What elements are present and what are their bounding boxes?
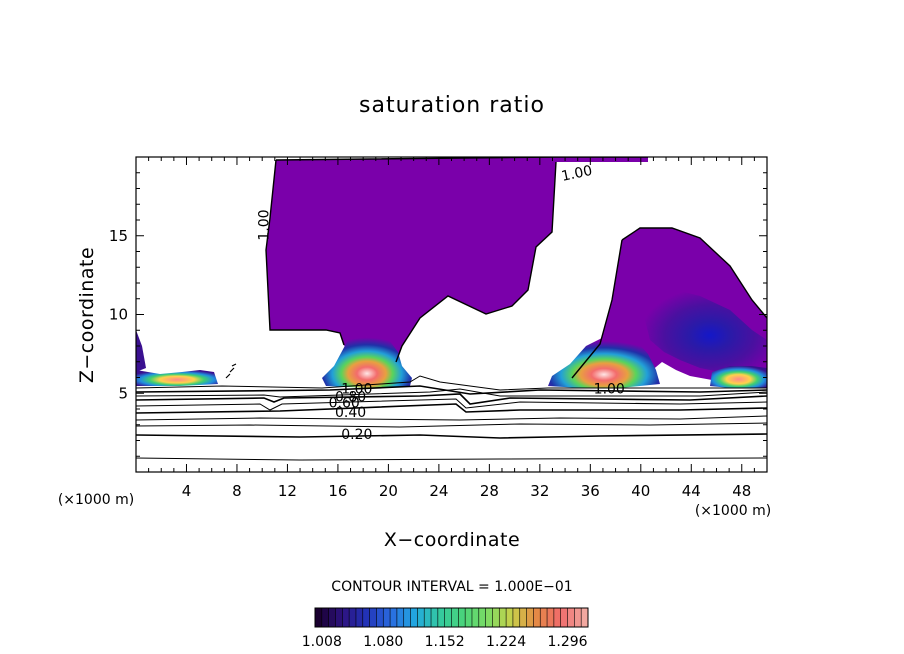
colorbar-cell (383, 608, 391, 627)
colorbar-cell (553, 608, 561, 627)
colorbar-cell (478, 608, 486, 627)
x-tick-label: 44 (682, 482, 701, 500)
contour-label: 1.00 (560, 163, 594, 185)
x-tick-label: 20 (379, 482, 398, 500)
colorbar-cell (437, 608, 445, 627)
y-tick-label: 10 (109, 306, 128, 324)
y-axis-tick-labels: 5 10 15 (109, 227, 128, 403)
x-tick-label: 8 (232, 482, 242, 500)
shaded-regions (136, 157, 767, 461)
region-left-blob (136, 370, 218, 386)
colorbar: 1.008 1.080 1.152 1.224 1.296 (302, 607, 589, 650)
colorbar-tick-label: 1.296 (547, 634, 587, 650)
colorbar-cell (431, 608, 439, 627)
x-tick-label: 24 (429, 482, 448, 500)
colorbar-cell (376, 608, 384, 627)
region-rc-blob (548, 334, 660, 388)
region-upper-purple (266, 157, 648, 362)
colorbar-cell (355, 608, 364, 627)
x-axis-unit: (×1000 m) (695, 503, 771, 519)
colorbar-cell (321, 608, 329, 627)
colorbar-cell (417, 608, 425, 627)
x-axis-tick-labels: 4 8 12 16 20 24 28 32 36 40 44 48 (182, 482, 752, 500)
contour-label: 0.40 (335, 405, 366, 421)
y-tick-label: 15 (109, 227, 128, 245)
contour-label: 0.60 (329, 396, 360, 412)
colorbar-cell (567, 608, 575, 627)
contour-label: 1.00 (594, 382, 625, 398)
colorbar-tick-label: 1.224 (486, 634, 526, 650)
colorbar-cell (560, 608, 568, 627)
colorbar-tick-labels: 1.008 1.080 1.152 1.224 1.296 (302, 634, 588, 650)
colorbar-cell (574, 608, 582, 627)
colorbar-cell (471, 608, 480, 627)
x-axis-ticks (148, 157, 755, 472)
x-tick-label: 40 (631, 482, 650, 500)
chart-title: saturation ratio (359, 93, 545, 118)
plot-area: 1.001.001.00 1.000.800.600.400.20 (135, 156, 768, 473)
colorbar-cell (349, 608, 357, 627)
colorbar-cell (519, 608, 527, 627)
colorbar-cell (390, 608, 398, 627)
colorbar-cell (485, 608, 493, 627)
region-right-core (640, 288, 767, 374)
colorbar-cell (451, 608, 459, 627)
y-axis-unit: (×1000 m) (58, 492, 134, 508)
colorbar-cell (335, 608, 343, 627)
colorbar-cell (458, 608, 466, 627)
contour-label: 0.80 (335, 389, 366, 405)
colorbar-cell (465, 608, 473, 627)
x-tick-label: 28 (480, 482, 499, 500)
region-fr-blob (710, 366, 767, 388)
x-tick-label: 32 (530, 482, 549, 500)
contour-interval: CONTOUR INTERVAL = 1.000E−01 (331, 579, 572, 595)
colorbar-cell (547, 608, 555, 627)
x-axis-label: X−coordinate (384, 529, 520, 551)
colorbar-cells (314, 608, 589, 627)
x-tick-label: 4 (182, 482, 192, 500)
colorbar-cell (396, 608, 405, 627)
contour-label: 1.00 (257, 209, 273, 240)
colorbar-cell (369, 608, 377, 627)
colorbar-cell (533, 608, 541, 627)
colorbar-cell (492, 608, 500, 627)
x-tick-label: 36 (581, 482, 600, 500)
region-mid-blob (322, 330, 412, 388)
x-tick-label: 48 (732, 482, 751, 500)
colorbar-cell (512, 608, 521, 627)
y-axis-label: Z−coordinate (76, 247, 98, 383)
colorbar-cell (540, 608, 548, 627)
colorbar-cell (342, 608, 350, 627)
contour-label: 1.00 (341, 382, 372, 398)
colorbar-cell (424, 608, 432, 627)
x-tick-label: 16 (328, 482, 347, 500)
colorbar-cell (362, 608, 370, 627)
x-tick-label: 12 (278, 482, 297, 500)
colorbar-cell (403, 608, 411, 627)
colorbar-cell (526, 608, 534, 627)
colorbar-frame (314, 607, 589, 628)
colorbar-cell (506, 608, 514, 627)
low-level-contours (136, 157, 767, 461)
colorbar-cell (328, 608, 336, 627)
y-axis-ticks (136, 172, 767, 457)
contour-labels: 1.001.001.00 1.000.800.600.400.20 (257, 163, 625, 443)
contour-label: 0.20 (341, 427, 372, 443)
colorbar-cell (315, 608, 323, 627)
colorbar-tick-label: 1.008 (302, 634, 342, 650)
colorbar-tick-label: 1.152 (425, 634, 465, 650)
y-tick-label: 5 (118, 384, 128, 402)
colorbar-cell (410, 608, 418, 627)
colorbar-cell (581, 608, 589, 627)
colorbar-cell (499, 608, 507, 627)
colorbar-cell (444, 608, 452, 627)
colorbar-tick-label: 1.080 (363, 634, 403, 650)
